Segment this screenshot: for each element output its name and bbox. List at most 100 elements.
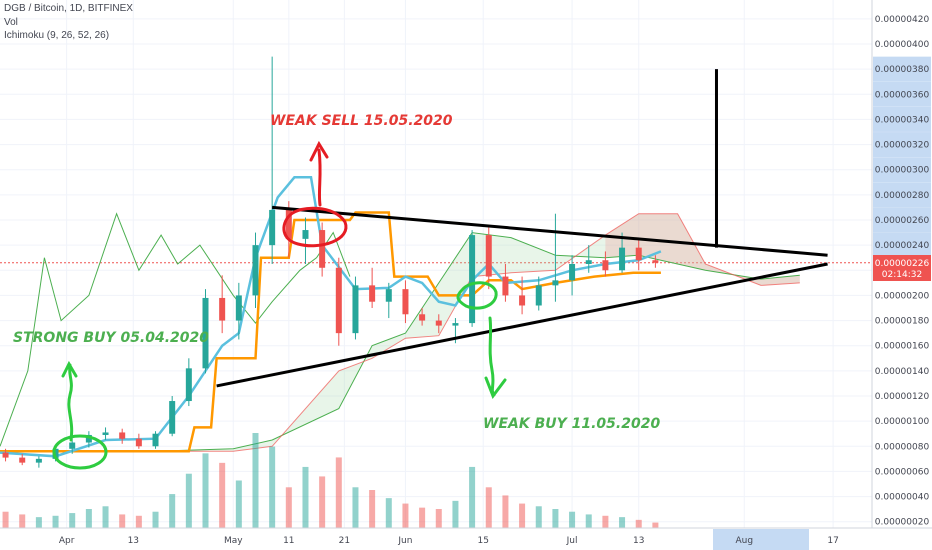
volume-bar: [319, 476, 326, 528]
ichimoku-legend[interactable]: Ichimoku (9, 26, 52, 26): [4, 30, 110, 41]
candle-body: [2, 452, 9, 458]
price-tick-label: 0.00000120: [875, 392, 930, 402]
candle-body: [385, 289, 392, 302]
candle-body: [452, 323, 459, 326]
price-tick-label: 0.00000200: [875, 291, 930, 301]
volume-bar: [235, 480, 242, 528]
price-tick-label: 0.00000300: [875, 166, 930, 176]
candle-body: [469, 235, 476, 324]
time-tick-label: Jul: [566, 536, 578, 546]
volume-legend[interactable]: Vol: [4, 17, 18, 28]
time-tick-label: 11: [283, 536, 294, 546]
candle-body: [602, 260, 609, 271]
volume-bar: [435, 509, 442, 528]
last-price-value: 0.00000226: [875, 259, 930, 269]
candle-body: [585, 260, 592, 264]
candle-body: [485, 235, 492, 277]
candle-body: [319, 230, 326, 268]
candle-body: [85, 434, 92, 443]
candle-body: [269, 209, 276, 246]
volume-bar: [202, 453, 209, 528]
buy-circle-june: [456, 281, 498, 310]
lagging-span: [0, 212, 351, 447]
price-highlight-cell: [873, 106, 931, 132]
sell-circle-may: [282, 206, 348, 248]
candle-body: [202, 297, 209, 369]
volume-bar: [602, 515, 609, 528]
time-axis[interactable]: Apr 13 May 11 21 Jun 15 Jul 13 Aug 17: [0, 527, 932, 550]
price-tick-label: 0.00000020: [875, 518, 930, 528]
volume-bar: [485, 487, 492, 528]
volume-bar: [102, 506, 109, 528]
candle-body: [19, 457, 26, 463]
weak-buy-annotation: WEAK BUY 11.05.2020: [483, 416, 660, 432]
price-axis[interactable]: 0.00000420 0.00000400 0.00000380 0.00000360…: [871, 0, 932, 528]
volume-bar: [119, 514, 126, 528]
candle-body: [635, 247, 642, 261]
volume-bar: [652, 522, 659, 528]
candle-body: [619, 247, 626, 271]
volume-bar: [619, 517, 626, 528]
base-line: [0, 211, 661, 453]
candle-body: [435, 320, 442, 326]
volume-bar: [85, 509, 92, 528]
volume-bar: [519, 503, 526, 528]
candle-body: [502, 276, 509, 296]
volume-bar: [535, 506, 542, 528]
strong-buy-annotation: STRONG BUY 05.04.2020: [13, 330, 209, 346]
price-tick-label: 0.00000160: [875, 342, 930, 352]
candle-body: [335, 267, 342, 334]
candle-body: [369, 285, 376, 302]
volume-bar: [502, 495, 509, 528]
time-tick-label: 17: [827, 536, 838, 546]
volume-bar: [402, 503, 409, 528]
time-tick-label: 13: [128, 536, 139, 546]
price-tick-label: 0.00000100: [875, 417, 930, 427]
volume-bar: [335, 457, 342, 528]
volume-bar: [452, 500, 459, 528]
volume-bar: [585, 514, 592, 528]
candle-body: [402, 289, 409, 315]
volume-bar: [169, 494, 176, 528]
candle-body: [102, 432, 109, 435]
volume-bar: [69, 513, 76, 528]
trendline-upper: [272, 205, 828, 257]
symbol-title[interactable]: DGB / Bitcoin, 1D, BITFINEX: [4, 3, 133, 14]
sell-arrow-may: [309, 140, 329, 207]
candle-body: [519, 295, 526, 306]
cloud-fill: [155, 213, 800, 452]
price-highlight-cell: [873, 232, 931, 258]
price-highlight-cell: [873, 182, 931, 208]
time-tick-label: 21: [339, 536, 350, 546]
buy-arrow-april: [61, 360, 78, 442]
candle-body: [419, 314, 426, 321]
volume-bar: [569, 511, 576, 528]
candle-body: [135, 438, 142, 447]
candle-body: [219, 297, 226, 321]
candle-body: [235, 295, 242, 321]
volume-bar: [269, 446, 276, 528]
price-highlight-cell: [873, 132, 931, 158]
price-tick-label: 0.00000340: [875, 115, 930, 125]
time-tick-label: Aug: [735, 536, 753, 546]
candle-body: [302, 230, 309, 239]
candle-body: [285, 209, 292, 239]
price-tick-label: 0.00000360: [875, 90, 930, 100]
volume-bar: [385, 498, 392, 528]
last-price-badge: 0.00000226 02:14:32: [873, 255, 931, 281]
candle-body: [69, 442, 76, 449]
volume-bar: [2, 511, 9, 528]
volume-bar: [369, 490, 376, 528]
candle-body: [552, 280, 559, 286]
weak-sell-annotation: WEAK SELL 15.05.2020: [270, 113, 453, 129]
price-axis-highlight: [873, 56, 931, 258]
price-highlight-cell: [873, 56, 931, 82]
price-highlight-cell: [873, 81, 931, 107]
candle-body: [352, 285, 359, 334]
volume-bar: [285, 487, 292, 528]
trendline-lower: [216, 262, 828, 388]
price-tick-label: 0.00000080: [875, 442, 930, 452]
candle-body: [569, 264, 576, 281]
volume-bar: [35, 517, 42, 528]
